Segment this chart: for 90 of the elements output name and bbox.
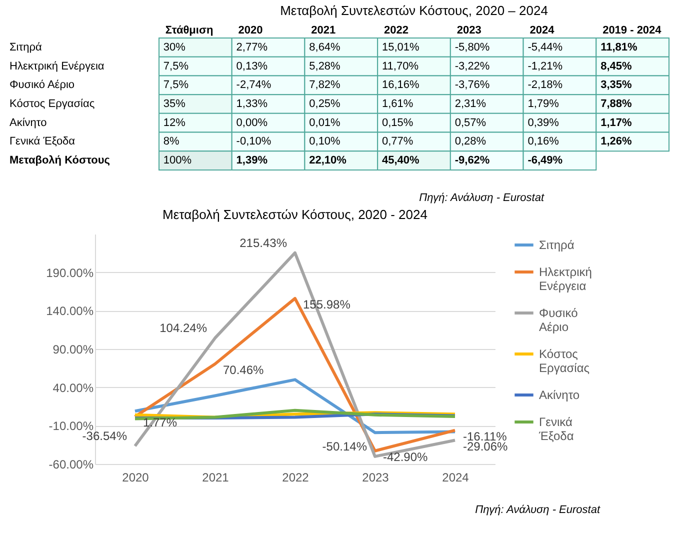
y-tick-label: Κόστος Εργασίας [10,98,95,110]
data-label: 8,45% [600,60,632,72]
y-tick-label: 140.00% [46,304,94,318]
data-label: -42.90% [383,450,428,464]
data-label: -5,80% [454,41,490,54]
legend-label: Κόστος Εργασίας [539,347,590,375]
data-label: 155.98% [303,297,351,312]
data-label: 0,25% [309,98,341,110]
data-label: 0,28% [454,136,486,148]
data-label: 30% [163,41,186,54]
y-tick-label: -60.00% [48,458,94,472]
data-label: 1,39% [236,154,268,167]
data-label: 1,26% [600,136,632,148]
data-label: -9,62% [454,154,490,167]
text: Πηγή: Ανάλυση - Eurostat [418,192,544,204]
x-tick-label: 2021 [202,470,230,484]
data-label: 0,00% [236,116,268,129]
data-label: 70.46% [223,362,264,377]
data-label: 1.77% [143,416,178,430]
data-label: -3,22% [454,60,490,72]
data-label: 7,82% [309,79,341,92]
y-tick-label: 190.00% [46,266,94,280]
legend-label: Ακίνητο [539,388,580,402]
x-tick-label: 2024 [530,24,556,36]
data-label: 5,28% [309,60,341,72]
legend-label: Γενικά Έξοδα [538,415,574,443]
data-label: -2,74% [236,79,272,92]
data-label: 8,64% [309,41,341,54]
data-label: 104.24% [160,321,208,336]
y-tick-label: Φυσικό Αέριο [10,79,75,92]
chart-title: Μεταβολή Συντελεστών Κόστους, 2020 – 2024 [280,3,548,18]
data-label: 11,70% [382,60,419,72]
y-tick-label: Ακίνητο [10,116,47,129]
data-label: 2,31% [454,98,486,110]
data-label: 1,33% [236,98,268,110]
data-label: 0,57% [454,116,486,129]
data-label: 100% [163,154,192,167]
x-tick-label: 2023 [362,470,390,484]
x-tick-label: Στάθμιση [165,24,214,36]
data-label: -50.14% [322,439,368,454]
x-tick-label: 2024 [442,470,470,484]
x-tick-label: 2021 [311,24,336,36]
y-tick-label: Σιτηρά [10,41,42,54]
legend-label: Σιτηρά [539,238,574,252]
x-tick-label: 2019 - 2024 [602,24,662,36]
legend-label: Φυσικό Αέριο [539,306,578,334]
data-label: 12% [163,116,186,129]
y-tick-label: Γενικά Έξοδα [10,136,76,148]
x-tick-label: 2020 [122,470,150,484]
data-label: 3,35% [600,79,632,92]
data-label: 2,77% [236,41,268,54]
data-label: 1,61% [382,98,414,110]
data-label: 45,40% [382,154,420,167]
data-label: 22,10% [309,154,347,167]
data-label: 215.43% [240,236,288,250]
y-tick-label: Ηλεκτρική Ενέργεια [10,60,105,72]
data-label: 0,39% [528,116,560,129]
data-label: -5,44% [528,41,563,54]
x-tick-label: 2022 [384,24,408,36]
data-label: 15,01% [382,41,420,54]
data-label: -2,18% [528,79,563,92]
data-label: 0,16% [528,136,560,148]
data-label: 11,81% [600,41,638,54]
data-label: 35% [163,98,186,110]
chart-title: Μεταβολή Συντελεστών Κόστους, 2020 - 2024 [162,207,428,222]
data-label: 1,79% [528,98,560,110]
data-label: 0,10% [309,136,341,148]
data-label: 7,5% [163,79,189,92]
y-tick-label: 40.00% [52,380,94,395]
y-tick-label: 90.00% [52,342,94,356]
text: Πηγή: Ανάλυση - Eurostat [474,504,600,516]
legend-label: Ηλεκτρική Ενέργεια [539,265,592,293]
x-tick-label: 2020 [238,24,263,36]
data-label: -1,21% [528,60,563,72]
data-label: 16,16% [382,79,420,92]
data-label: -3,76% [454,79,490,92]
data-label: 0,15% [382,116,414,129]
x-tick-label: 2023 [456,24,482,36]
data-label: 0,13% [236,60,268,72]
y-tick-label: Μεταβολή Κόστους [10,154,110,167]
data-label: -36.54% [82,429,128,444]
data-label: 7,5% [163,60,189,72]
x-tick-label: 2022 [282,470,310,484]
data-label: 0,01% [309,116,341,129]
data-label: 8% [163,136,180,148]
data-label: 0,77% [382,136,414,148]
data-label: 1,17% [600,116,632,129]
data-label: -6,49% [528,154,563,167]
data-label: 7,88% [600,98,632,110]
data-label: -0,10% [236,136,272,148]
